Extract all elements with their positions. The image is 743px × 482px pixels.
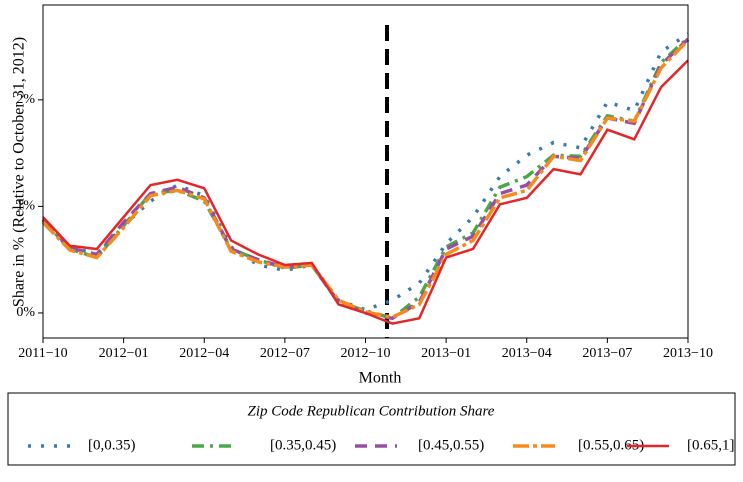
x-tick-label: 2013−07	[582, 346, 632, 361]
x-tick-label: 2012−10	[341, 346, 391, 361]
x-tick-label: 2012−01	[99, 346, 149, 361]
x-tick-label: 2013−10	[663, 346, 713, 361]
x-axis-label: Month	[359, 370, 402, 387]
legend-label: [0.65,1]	[687, 437, 735, 453]
series-line	[41, 37, 690, 321]
legend-label: [0.45,0.55)	[418, 437, 484, 453]
plot-frame	[42, 4, 689, 339]
series-line	[41, 36, 690, 321]
legend-title: Zip Code Republican Contribution Share	[248, 403, 495, 419]
series-line	[41, 32, 689, 312]
x-tick-label: 2011−10	[18, 346, 67, 361]
legend-label: [0.55,0.65)	[578, 437, 644, 453]
y-axis-label: Share in % (Relative to October 31, 2012…	[11, 37, 28, 307]
x-tick-label: 2013−01	[421, 346, 471, 361]
y-tick-label: 1%	[16, 199, 35, 214]
x-tick-label: 2013−04	[502, 346, 552, 361]
legend-label: [0.35,0.45)	[270, 437, 336, 453]
series-line	[41, 38, 690, 320]
y-tick-label: 2%	[16, 92, 35, 107]
x-tick-label: 2012−07	[260, 346, 310, 361]
legend-label: [0,0.35)	[88, 437, 136, 453]
y-tick-label: 0%	[16, 305, 35, 320]
x-tick-label: 2012−04	[179, 346, 229, 361]
legend-box	[7, 392, 736, 466]
series-line	[42, 59, 689, 325]
